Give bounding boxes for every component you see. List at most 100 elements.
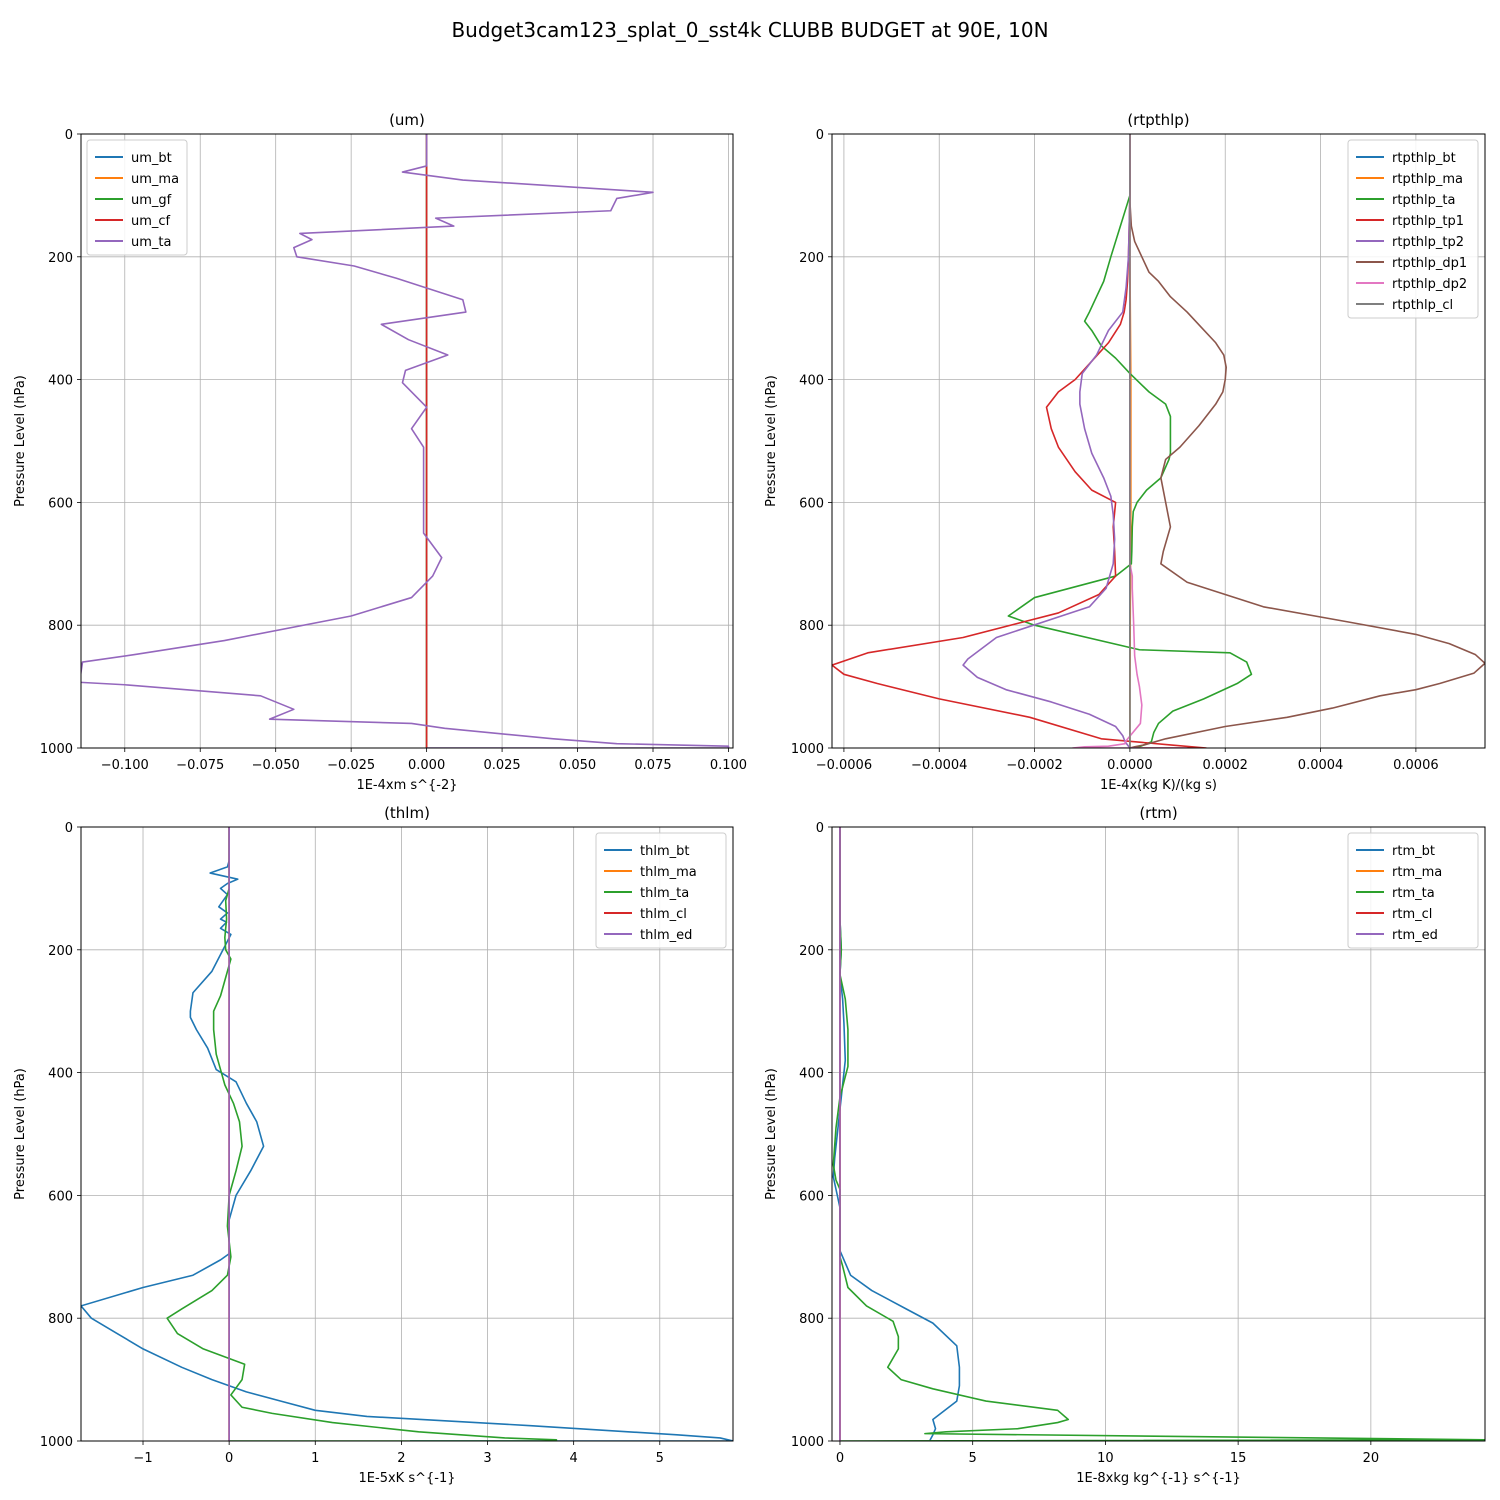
legend-label-um_cf: um_cf bbox=[131, 214, 171, 229]
panel-4-series bbox=[832, 827, 1485, 1441]
panel-4-ytick-label: 200 bbox=[799, 944, 824, 959]
panel-1-ytick-label: 200 bbox=[48, 251, 73, 266]
panel-2-ytick-label: 200 bbox=[799, 251, 824, 266]
panel-1-xtick-label: −0.025 bbox=[327, 758, 375, 773]
panel-1-xtick-label: 0.000 bbox=[408, 758, 445, 773]
panel-1-legend: um_bt um_ma um_gf um_cf um_ta bbox=[86, 139, 188, 256]
panels: −0.100 −0.075 −0.050 −0.025 0.000 0.025 0.050 0… bbox=[13, 111, 1486, 1486]
panel-1-xtick-label: 0.050 bbox=[559, 758, 596, 773]
panel-2-ytick-label: 800 bbox=[799, 619, 824, 634]
panel-3-legend-box bbox=[595, 832, 727, 949]
panel-2-ytick-label: 400 bbox=[799, 374, 824, 389]
legend-label-um_ma: um_ma bbox=[131, 172, 179, 187]
panel-2-ylabel: Pressure Level (hPa) bbox=[764, 375, 779, 507]
panel-4-legend-box bbox=[1347, 832, 1479, 949]
series-line-rtpthlp_tp1 bbox=[832, 134, 1207, 748]
panel-4-xtick-label: 10 bbox=[1097, 1451, 1114, 1466]
panel-2-ytick-label: 600 bbox=[799, 496, 824, 511]
panel-3: −1 0 1 2 3 4 5 0 200 400 600 800 1000 (thlm) 1E-5xK s^… bbox=[13, 804, 734, 1486]
panel-4-xtick-label: 15 bbox=[1230, 1451, 1247, 1466]
panel-4-ytick-label: 800 bbox=[799, 1312, 824, 1327]
legend-label-rtpthlp_bt: rtpthlp_bt bbox=[1392, 151, 1456, 166]
panel-4-frame bbox=[831, 826, 1486, 1442]
series-line-rtpthlp_tp2 bbox=[962, 134, 1131, 748]
panel-4-ytick-label: 600 bbox=[799, 1189, 824, 1204]
panel-1-ytick-label: 1000 bbox=[40, 742, 73, 757]
panel-3-xtick-label: 4 bbox=[570, 1451, 578, 1466]
panel-1-xtick-label: 0.100 bbox=[710, 758, 747, 773]
panel-1-ytick-label: 800 bbox=[48, 619, 73, 634]
panel-3-xtick-label: 1 bbox=[311, 1451, 319, 1466]
legend-label-um_gf: um_gf bbox=[131, 193, 172, 208]
panel-2-xtick-label: −0.0006 bbox=[816, 758, 872, 773]
legend-label-rtpthlp_ta: rtpthlp_ta bbox=[1392, 193, 1455, 208]
panel-2-xtick-label: 0.0004 bbox=[1298, 758, 1344, 773]
panel-4-xlabel: 1E-8xkg kg^{-1} s^{-1} bbox=[1076, 1471, 1241, 1486]
legend-label-rtpthlp_cl: rtpthlp_cl bbox=[1392, 298, 1453, 313]
panel-3-xtick-label: 2 bbox=[397, 1451, 405, 1466]
panel-3-xtick-label: 3 bbox=[483, 1451, 491, 1466]
legend-label-rtpthlp_dp2: rtpthlp_dp2 bbox=[1392, 277, 1467, 292]
panel-1-ytick-label: 600 bbox=[48, 496, 73, 511]
panel-2-xtick-label: −0.0002 bbox=[1006, 758, 1062, 773]
panel-2-frame bbox=[831, 133, 1486, 749]
panel-2: −0.0006 −0.0004 −0.0002 0.0000 0.0002 0.0004 0… bbox=[764, 111, 1486, 793]
series-line-rtpthlp_dp2 bbox=[1071, 134, 1188, 748]
panel-2-legend-box bbox=[1347, 139, 1479, 319]
panel-2-xtick-label: 0.0006 bbox=[1393, 758, 1439, 773]
panel-3-ytick-label: 200 bbox=[48, 944, 73, 959]
panel-1-ytick-label: 0 bbox=[65, 128, 73, 143]
legend-label-thlm_ma: thlm_ma bbox=[640, 865, 697, 880]
panel-1-xtick-label: −0.100 bbox=[101, 758, 149, 773]
panel-2-title: (rtpthlp) bbox=[1127, 111, 1189, 129]
panel-3-series bbox=[81, 827, 733, 1441]
legend-label-rtpthlp_tp1: rtpthlp_tp1 bbox=[1392, 214, 1464, 229]
panel-4-xtick-label: 0 bbox=[836, 1451, 844, 1466]
panel-2-xtick-label: 0.0002 bbox=[1202, 758, 1248, 773]
legend-label-rtm_ed: rtm_ed bbox=[1392, 928, 1438, 943]
panel-1: −0.100 −0.075 −0.050 −0.025 0.000 0.025 0.050 0… bbox=[13, 111, 747, 793]
panel-1-xtick-label: −0.050 bbox=[252, 758, 300, 773]
panel-3-ylabel: Pressure Level (hPa) bbox=[13, 1068, 28, 1200]
panel-1-xtick-label: 0.075 bbox=[634, 758, 671, 773]
legend-label-thlm_bt: thlm_bt bbox=[640, 844, 689, 859]
panel-2-legend: rtpthlp_bt rtpthlp_ma rtpthlp_ta rtpthlp_tp… bbox=[1347, 139, 1479, 319]
legend-label-um_bt: um_bt bbox=[131, 151, 172, 166]
panel-2-ytick-label: 1000 bbox=[791, 742, 824, 757]
panel-1-xtick-label: −0.075 bbox=[176, 758, 224, 773]
legend-label-rtm_cl: rtm_cl bbox=[1392, 907, 1432, 922]
panel-1-xtick-label: 0.025 bbox=[483, 758, 520, 773]
panel-3-ytick-label: 800 bbox=[48, 1312, 73, 1327]
panel-4-title: (rtm) bbox=[1139, 804, 1177, 822]
legend-label-rtm_ta: rtm_ta bbox=[1392, 886, 1435, 901]
panel-2-xtick-label: −0.0004 bbox=[911, 758, 967, 773]
panel-1-title: (um) bbox=[389, 111, 425, 129]
legend-label-rtm_bt: rtm_bt bbox=[1392, 844, 1435, 859]
panel-1-legend-box bbox=[86, 139, 188, 256]
series-line-rtpthlp_dp1 bbox=[1129, 134, 1485, 748]
panel-3-ytick-label: 1000 bbox=[40, 1435, 73, 1450]
series-line-thlm_bt bbox=[81, 827, 733, 1441]
panel-2-xtick-label: 0.0000 bbox=[1107, 758, 1153, 773]
legend-label-rtpthlp_tp2: rtpthlp_tp2 bbox=[1392, 235, 1464, 250]
series-line-rtm_ta bbox=[832, 827, 1485, 1441]
panel-3-ytick-label: 600 bbox=[48, 1189, 73, 1204]
panel-1-ylabel: Pressure Level (hPa) bbox=[13, 375, 28, 507]
legend-label-rtpthlp_ma: rtpthlp_ma bbox=[1392, 172, 1463, 187]
panel-3-title: (thlm) bbox=[384, 804, 430, 822]
panel-1-frame bbox=[80, 133, 734, 749]
panel-3-frame bbox=[80, 826, 734, 1442]
panel-3-xtick-label: 0 bbox=[225, 1451, 233, 1466]
panel-4-ytick-label: 0 bbox=[816, 821, 824, 836]
figure-suptitle: Budget3cam123_splat_0_sst4k CLUBB BUDGET… bbox=[451, 18, 1048, 42]
legend-label-rtm_ma: rtm_ma bbox=[1392, 865, 1442, 880]
panel-2-series bbox=[832, 134, 1485, 748]
panel-3-xtick-label: 5 bbox=[656, 1451, 664, 1466]
panel-4-ylabel: Pressure Level (hPa) bbox=[764, 1068, 779, 1200]
panel-2-ytick-label: 0 bbox=[816, 128, 824, 143]
panel-1-series bbox=[81, 134, 730, 748]
legend-label-um_ta: um_ta bbox=[131, 235, 171, 250]
panel-1-ytick-label: 400 bbox=[48, 374, 73, 389]
panel-3-xlabel: 1E-5xK s^{-1} bbox=[359, 1471, 456, 1486]
